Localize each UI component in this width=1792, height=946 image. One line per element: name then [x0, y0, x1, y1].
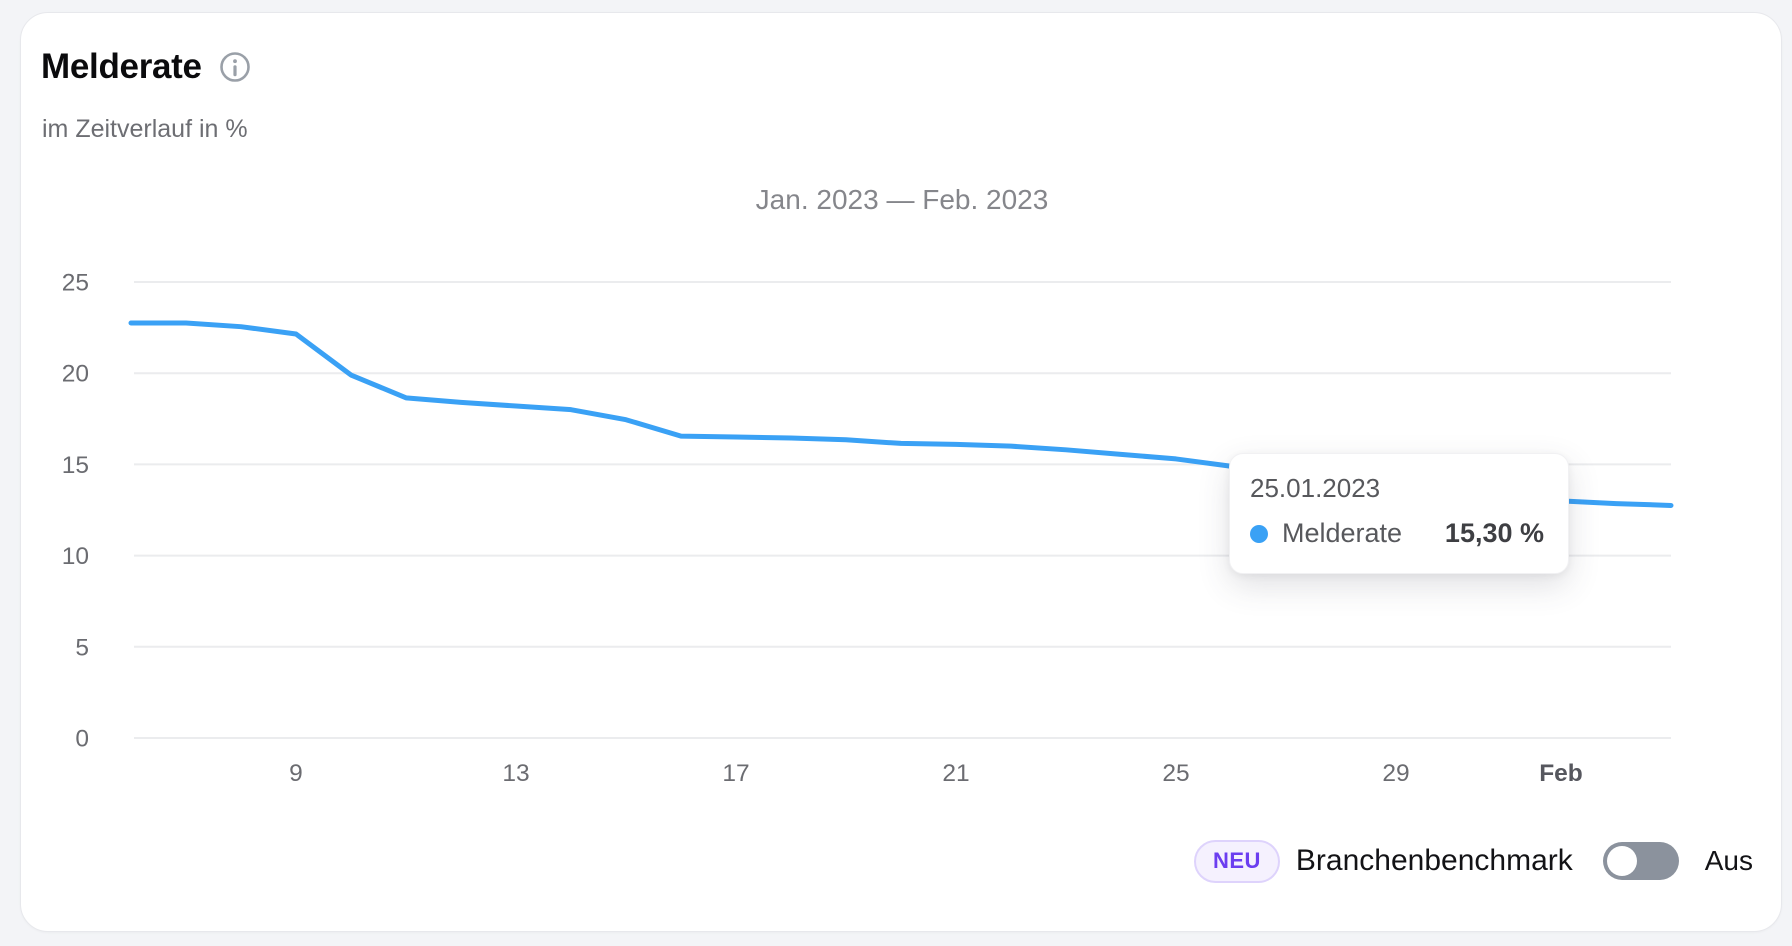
chart-range-title: Jan. 2023 — Feb. 2023 — [756, 184, 1049, 215]
x-axis-tick-label: Feb — [1539, 760, 1583, 787]
y-axis-tick-label: 10 — [62, 543, 89, 570]
info-icon-glyph — [219, 52, 250, 82]
x-axis-tick-label: 13 — [502, 760, 529, 787]
info-icon[interactable] — [218, 50, 252, 84]
page-title: Melderate — [41, 47, 202, 86]
x-axis-tick-label: 29 — [1382, 760, 1409, 787]
chart-subtitle: im Zeitverlauf in % — [42, 115, 248, 143]
y-axis-tick-label: 15 — [62, 452, 89, 479]
x-axis-tick-label: 25 — [1162, 760, 1189, 787]
series-dot-icon — [1250, 524, 1268, 543]
benchmark-controls: NEU Branchenbenchmark Aus — [1193, 837, 1753, 885]
x-axis-tick-label: 17 — [722, 760, 749, 787]
y-axis-tick-label: 20 — [62, 361, 89, 388]
card-header: Melderate — [41, 47, 252, 87]
y-axis-tick-label: 5 — [75, 634, 89, 661]
tooltip-series-label: Melderate — [1282, 518, 1403, 548]
toggle-knob-icon — [1606, 846, 1637, 876]
melderate-card: Jan. 2023 — Feb. 2023 25 20 15 10 5 0 9 13 17 21 25… — [20, 12, 1782, 932]
x-axis-tick-label: 21 — [942, 760, 969, 787]
toggle-state-label: Aus — [1704, 845, 1753, 876]
benchmark-toggle[interactable] — [1602, 842, 1679, 880]
benchmark-label: Branchenbenchmark — [1295, 844, 1573, 877]
y-axis-tick-label: 25 — [62, 270, 89, 297]
tooltip-date: 25.01.2023 — [1250, 473, 1381, 503]
x-axis-tick-label: 9 — [289, 760, 303, 787]
tooltip-value: 15,30 % — [1444, 518, 1544, 548]
y-axis-tick-label: 0 — [75, 726, 89, 753]
new-badge: NEU — [1193, 839, 1280, 883]
tooltip-row: Melderate 15,30 % — [1250, 518, 1544, 549]
chart-tooltip: 25.01.2023 Melderate 15,30 % — [1229, 453, 1569, 574]
